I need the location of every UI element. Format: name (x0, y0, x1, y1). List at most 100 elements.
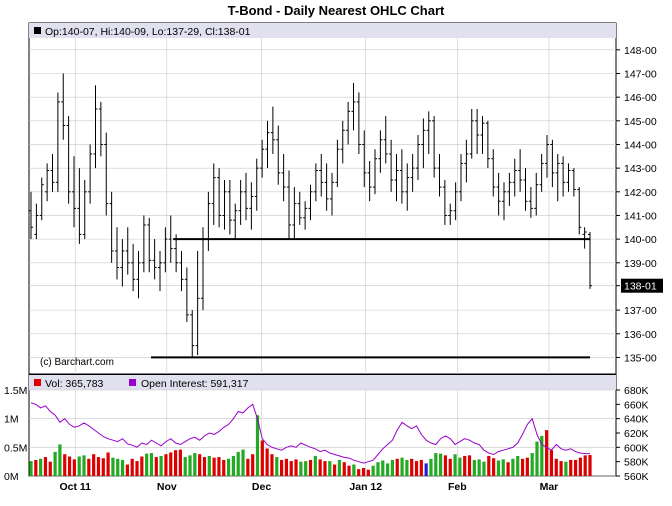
volume-bar (540, 435, 544, 476)
ohlc-bar (206, 191, 211, 251)
ohlc-bar (34, 203, 39, 240)
ohlc-bar (184, 267, 189, 322)
volume-bar (573, 459, 578, 476)
oi-tick-label: 580K (624, 457, 649, 469)
ohlc-bar (50, 153, 55, 192)
ohlc-bar (432, 116, 437, 178)
volume-bar (439, 453, 443, 476)
ohlc-bar (195, 250, 200, 356)
volume-bar (448, 458, 452, 476)
volume-bar (578, 457, 582, 476)
x-tick-label: Mar (540, 481, 559, 493)
ohlc-bar (539, 153, 544, 192)
ohlc-bar (287, 170, 291, 240)
x-tick-label: Oct 11 (59, 481, 91, 493)
price-tick-label: 136-00 (624, 329, 657, 341)
volume-bar (434, 453, 438, 476)
volume-bar (520, 458, 525, 476)
volume-bar (241, 449, 245, 476)
volume-bar (400, 457, 404, 476)
ohlc-bar (555, 153, 560, 202)
ohlc-bar (448, 203, 453, 225)
volume-bar (87, 458, 91, 476)
volume-bar (477, 459, 481, 476)
volume-bar (443, 455, 448, 476)
oi-tick-label: 560K (624, 471, 649, 483)
ohlc-bar (534, 172, 539, 216)
volume-bar (246, 458, 250, 476)
volume-bar (202, 457, 207, 476)
volume-bar (453, 454, 457, 476)
volume-bar (67, 456, 72, 476)
price-panel-frame (28, 22, 617, 375)
watermark: (c) Barchart.com (40, 357, 114, 368)
volume-info-bar (29, 375, 616, 390)
volume-bar (337, 459, 342, 476)
support-lines (151, 238, 590, 359)
price-tick-label: 143-00 (624, 163, 657, 175)
ohlc-bar (442, 179, 447, 225)
ohlc-bar (399, 149, 404, 204)
price-tick-label: 139-00 (624, 258, 657, 270)
volume-bar (58, 444, 62, 476)
volume-bar (386, 463, 390, 476)
ohlc-bar (475, 108, 480, 154)
volume-bar (130, 458, 134, 476)
ohlc-bar (109, 191, 114, 263)
oi-legend-swatch (129, 379, 136, 386)
ohlc-bar (254, 158, 259, 211)
price-tick-label: 142-00 (624, 187, 657, 199)
volume-bar (275, 457, 279, 476)
volume-bar (169, 452, 173, 476)
ohlc-bar (45, 163, 50, 202)
volume-bar (467, 455, 472, 476)
ohlc-bar (502, 182, 506, 221)
ohlc-bar (55, 92, 60, 192)
volume-bar (564, 461, 568, 476)
ohlc-bar (158, 250, 162, 292)
ohlc-bar (29, 191, 33, 240)
volume-bar (357, 469, 361, 476)
ohlc-bar (270, 106, 275, 154)
volume-bar (279, 459, 284, 476)
open-interest-line (30, 402, 590, 464)
volume-bar (559, 461, 563, 476)
volume-bar (164, 454, 168, 476)
volume-bar (53, 451, 57, 476)
ohlc-bar (260, 139, 265, 178)
oi-tick-label: 660K (624, 399, 649, 411)
ohlc-bar (378, 130, 383, 173)
price-info-text: Op:140-07, Hi:140-09, Lo:137-29, Cl:138-… (45, 26, 251, 38)
ohlc-bar (179, 250, 184, 292)
volume-bar (92, 454, 96, 476)
volume-bar (361, 467, 366, 476)
volume-bar (125, 464, 129, 476)
price-tick-label: 147-00 (624, 68, 657, 80)
ohlc-bar (571, 168, 576, 197)
volume-bar (255, 415, 260, 476)
x-tick-label: Dec (252, 481, 271, 493)
ohlc-bar (66, 116, 71, 204)
ohlc-bar (152, 239, 157, 280)
volume-bar (207, 455, 211, 476)
volume-bar (569, 459, 573, 476)
volume-bar (82, 455, 86, 476)
ohlc-bar (104, 132, 109, 216)
ohlc-bar (340, 120, 345, 164)
oi-legend-text: Open Interest: 591,317 (141, 378, 249, 390)
volume-bar (535, 441, 539, 476)
volume-bar (525, 457, 529, 476)
volume-bar (323, 461, 327, 476)
ohlc-bar (507, 172, 512, 206)
volume-bar (419, 459, 423, 476)
volume-bar (154, 457, 158, 476)
price-tick-label: 137-00 (624, 305, 657, 317)
volume-tick-label: 0.5M (4, 442, 27, 454)
volume-bar (173, 450, 178, 476)
volume-bar (496, 460, 501, 476)
ohlc-bar (528, 187, 533, 218)
ohlc-bar (459, 153, 463, 202)
volume-bar (178, 449, 182, 476)
volume-bar (554, 458, 558, 476)
volume-bar (101, 458, 105, 476)
